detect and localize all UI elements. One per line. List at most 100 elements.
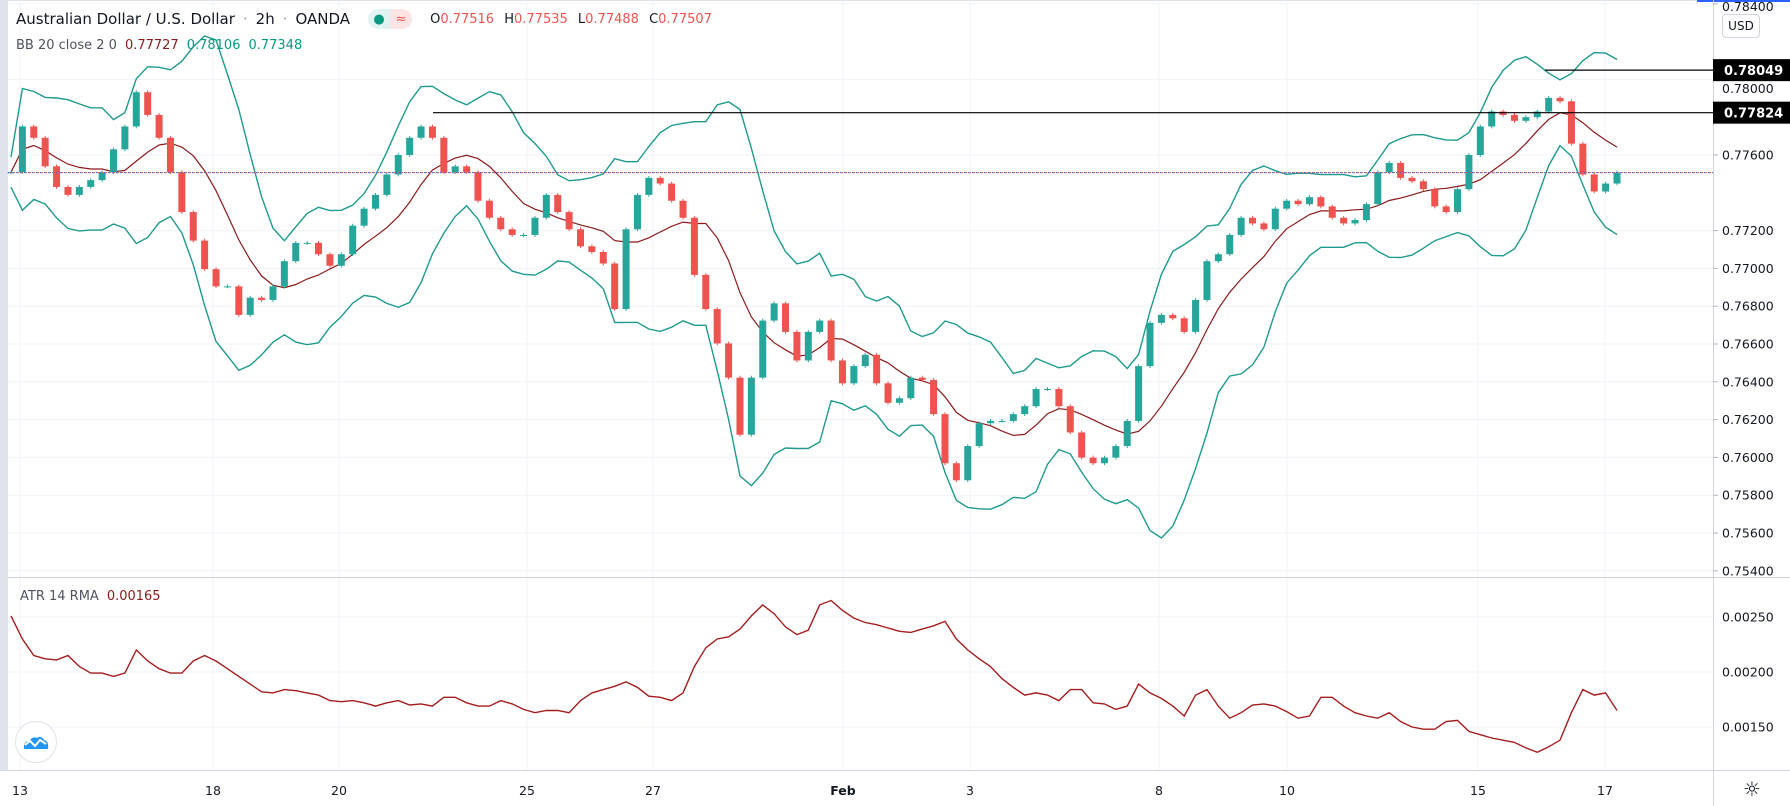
candle bbox=[633, 192, 641, 232]
candle bbox=[1123, 419, 1131, 448]
bb-legend[interactable]: BB 20 close 2 0 0.77727 0.78106 0.77348 bbox=[16, 38, 302, 53]
candle-body bbox=[1431, 189, 1439, 207]
time-axis[interactable]: 13 18 20 25 27 Feb 3 8 10 15 17 bbox=[12, 783, 1613, 798]
candle bbox=[702, 272, 710, 311]
candle-body bbox=[838, 360, 846, 384]
candle-body bbox=[679, 200, 687, 218]
candle-body bbox=[155, 114, 163, 138]
candle bbox=[1613, 170, 1621, 186]
candle-body bbox=[964, 446, 972, 481]
candle-body bbox=[975, 423, 983, 447]
status-pill[interactable]: ● ≈ bbox=[368, 9, 413, 29]
candle bbox=[1419, 179, 1427, 192]
candle bbox=[497, 215, 505, 232]
candle bbox=[1340, 215, 1348, 226]
time-tick-label: 25 bbox=[519, 783, 535, 798]
candle-body bbox=[223, 286, 231, 288]
price-tick-label: 0.75400 bbox=[1722, 563, 1774, 578]
candle bbox=[508, 227, 516, 237]
candle bbox=[1078, 430, 1086, 460]
candle bbox=[406, 135, 414, 157]
candle bbox=[1180, 316, 1188, 334]
candle-body bbox=[998, 420, 1006, 422]
ohlc-values: O0.77516 H0.77535 L0.77488 C0.77507 bbox=[430, 12, 718, 27]
candle-body bbox=[1328, 206, 1336, 218]
candle-body bbox=[1590, 174, 1598, 192]
time-tick-label: 27 bbox=[645, 783, 661, 798]
candle bbox=[1579, 141, 1587, 177]
candle-body bbox=[1089, 457, 1097, 464]
candle bbox=[918, 375, 926, 382]
candle-body bbox=[1260, 223, 1268, 230]
candle bbox=[736, 375, 744, 437]
symbol-title[interactable]: Australian Dollar / U.S. Dollar bbox=[16, 10, 235, 28]
candle bbox=[87, 178, 95, 189]
candle bbox=[1328, 204, 1336, 220]
candle bbox=[1032, 387, 1040, 409]
candle bbox=[964, 444, 972, 483]
separator: · bbox=[282, 10, 288, 28]
level-price-label: 0.77824 bbox=[1724, 107, 1783, 122]
candle-body bbox=[87, 180, 95, 187]
currency-button[interactable]: USD bbox=[1722, 14, 1760, 38]
candle bbox=[588, 244, 596, 254]
tradingview-logo[interactable] bbox=[15, 721, 57, 763]
candle bbox=[1374, 170, 1382, 207]
candle-body bbox=[1169, 314, 1177, 319]
candle-body bbox=[1135, 366, 1143, 421]
candle-body bbox=[1419, 181, 1427, 190]
wave-icon: ≈ bbox=[390, 9, 413, 29]
candle bbox=[1317, 195, 1325, 209]
candle-body bbox=[952, 463, 960, 481]
level-price-label-box bbox=[1713, 101, 1790, 124]
candle-body bbox=[474, 172, 482, 201]
candle-body bbox=[64, 186, 72, 195]
candle bbox=[759, 318, 767, 380]
candle bbox=[827, 318, 835, 363]
candle-body bbox=[804, 331, 812, 361]
candle-body bbox=[1283, 200, 1291, 209]
candle-body bbox=[1442, 206, 1450, 213]
candle-body bbox=[508, 229, 516, 235]
candle bbox=[1510, 113, 1518, 123]
candle-body bbox=[1362, 204, 1370, 221]
candle-body bbox=[645, 177, 653, 195]
candle bbox=[1043, 387, 1051, 391]
candle bbox=[793, 330, 801, 363]
candle bbox=[1021, 404, 1029, 417]
settings-gear-icon[interactable]: ☼ bbox=[1743, 777, 1761, 801]
interval[interactable]: 2h bbox=[255, 10, 275, 28]
candle bbox=[53, 164, 61, 189]
candle bbox=[987, 419, 995, 426]
candle bbox=[656, 175, 664, 186]
candle-body bbox=[485, 200, 493, 218]
candle bbox=[1271, 206, 1279, 232]
candle bbox=[1009, 412, 1017, 423]
candle bbox=[884, 381, 892, 405]
candle bbox=[1602, 181, 1610, 194]
time-tick-label: Feb bbox=[830, 783, 856, 798]
candle bbox=[1556, 96, 1564, 104]
candle-body bbox=[520, 234, 528, 236]
candle bbox=[668, 181, 676, 203]
price-axis[interactable]: 0.78400 0.78000 0.77600 0.77200 0.77000 0.768… bbox=[1713, 0, 1774, 735]
candle-body bbox=[907, 377, 915, 399]
candle-body bbox=[827, 320, 835, 361]
time-tick-label: 3 bbox=[966, 783, 974, 798]
candle bbox=[747, 375, 755, 437]
horizontal-levels[interactable]: 0.78049 0.77824 bbox=[8, 59, 1790, 174]
candle-body bbox=[1066, 406, 1074, 433]
candle bbox=[565, 210, 573, 232]
candle-body bbox=[406, 137, 414, 155]
bb-basis-value: 0.77727 bbox=[124, 38, 179, 53]
candle-body bbox=[782, 303, 790, 332]
candle-body bbox=[1180, 318, 1188, 332]
atr-legend[interactable]: ATR 14 RMA 0.00165 bbox=[20, 589, 161, 604]
price-tick-label: 0.76200 bbox=[1722, 412, 1774, 427]
candle bbox=[315, 240, 323, 257]
candle bbox=[542, 192, 550, 220]
price-tick-label: 0.76000 bbox=[1722, 450, 1774, 465]
candle bbox=[64, 185, 72, 197]
atr-value: 0.00165 bbox=[106, 589, 161, 604]
